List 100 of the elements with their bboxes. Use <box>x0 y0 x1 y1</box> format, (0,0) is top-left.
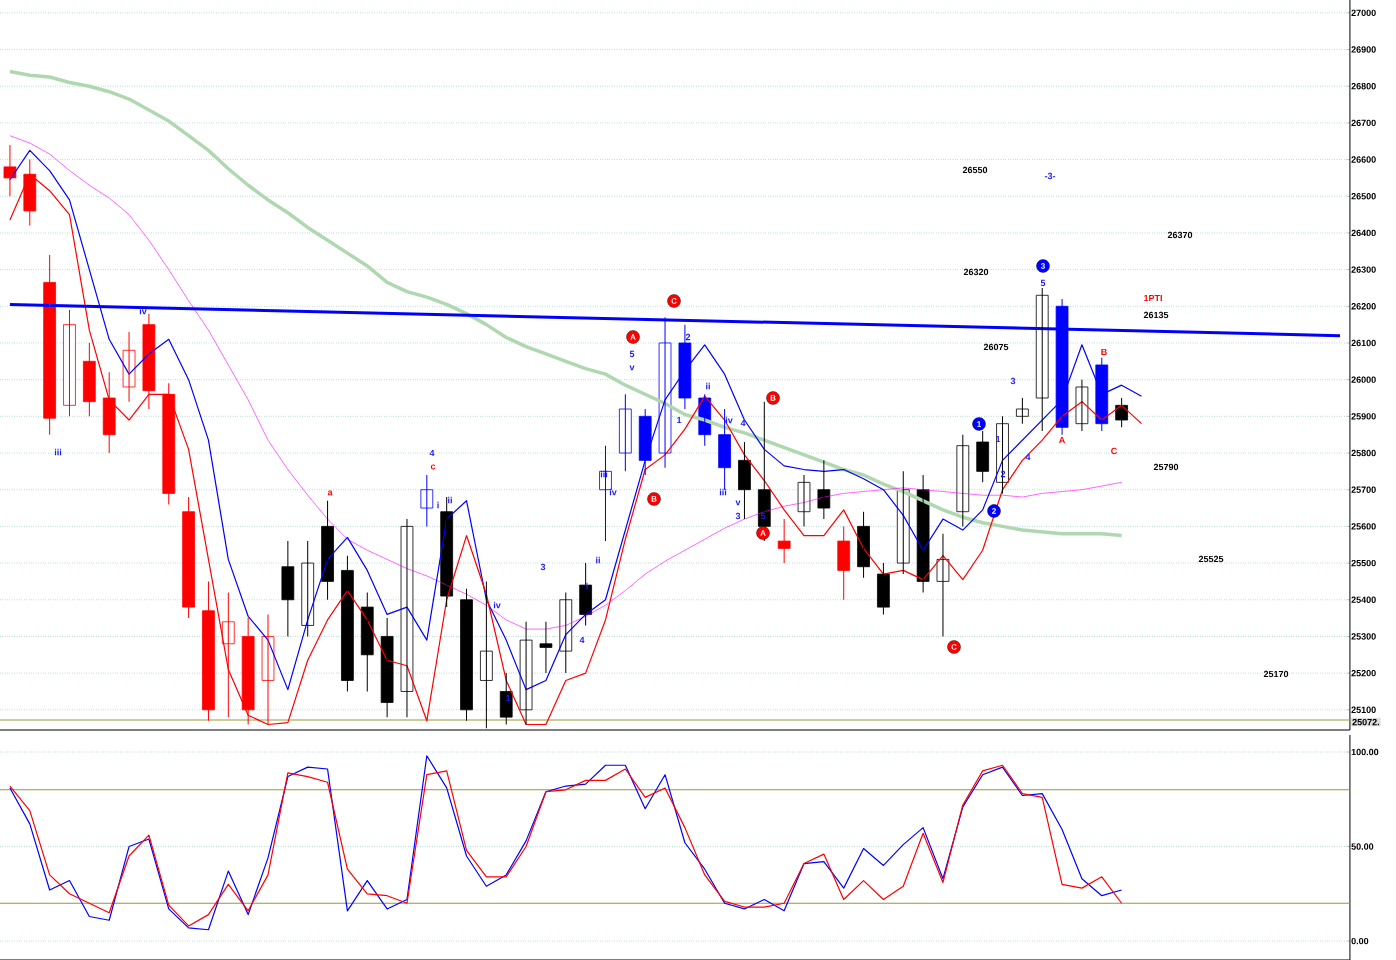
candlestick <box>301 540 315 637</box>
candlestick <box>618 393 632 472</box>
annotation: B <box>1101 348 1107 356</box>
candlestick <box>321 500 334 601</box>
candlestick <box>638 408 652 476</box>
annotation: 25170 <box>1263 670 1289 678</box>
y-tick-label: 26200 <box>1351 303 1376 310</box>
annotation: 5 <box>1040 279 1046 287</box>
annotation: 5 <box>629 350 635 358</box>
candlestick <box>102 371 116 454</box>
y-tick-label: 25800 <box>1351 449 1376 457</box>
y-tick-label: 25200 <box>1351 669 1376 677</box>
candlestick <box>82 342 96 417</box>
candlestick <box>579 562 592 626</box>
annotation: i <box>586 582 588 590</box>
annotation: 26135 <box>1143 311 1169 319</box>
annotation: 26550 <box>962 166 988 174</box>
candlestick <box>360 591 374 692</box>
candlestick <box>63 309 76 417</box>
y-tick-label: 25400 <box>1351 596 1376 603</box>
annotation: A <box>630 334 636 340</box>
y-tick-label: 26600 <box>1351 156 1376 163</box>
annotation: 1PTI <box>1144 294 1162 302</box>
ref-line-label: 25072. <box>1352 718 1380 726</box>
annotation: C <box>1111 447 1118 455</box>
candlestick <box>341 555 354 692</box>
y-tick-label: 25900 <box>1351 413 1376 420</box>
annotation: C <box>951 644 957 650</box>
annotation: C <box>671 298 677 304</box>
y-tick-label: 25700 <box>1351 486 1376 493</box>
candlestick <box>122 331 136 403</box>
annotation: 26075 <box>983 343 1009 351</box>
candlestick <box>1075 379 1089 432</box>
annotation: 3 <box>1010 377 1016 385</box>
y-tick-label: 26800 <box>1351 83 1376 90</box>
annotation: 3 <box>540 563 546 571</box>
candlestick <box>1035 287 1049 432</box>
annotation: 1 <box>977 421 982 427</box>
annotation: ii <box>706 382 710 390</box>
candlestick <box>182 496 195 619</box>
annotation: v <box>735 500 741 506</box>
annotation: 2 <box>1000 470 1006 478</box>
annotation: A <box>1058 436 1066 444</box>
annotation: -3- <box>1044 172 1056 180</box>
candlestick <box>539 621 553 674</box>
annotation: c <box>430 464 436 470</box>
candlestick <box>3 144 17 197</box>
y-tick-label: 26100 <box>1351 339 1376 347</box>
y-tick-label: 25300 <box>1351 633 1376 640</box>
candlestick <box>142 313 156 410</box>
y-tick-label: 25500 <box>1351 559 1376 567</box>
candlestick <box>43 254 56 436</box>
y-tick-label: 50.00 <box>1351 843 1374 850</box>
annotation: iv <box>725 416 733 424</box>
y-tick-label: 26400 <box>1351 229 1376 237</box>
candlestick <box>400 518 414 718</box>
y-tick-label: 26500 <box>1351 193 1376 200</box>
annotation: 4 <box>1025 453 1031 461</box>
annotation: iii <box>54 448 62 456</box>
annotation: iv <box>139 307 147 315</box>
annotation: 1 <box>677 416 682 424</box>
y-tick-label: 0.00 <box>1351 937 1369 945</box>
annotation: 1 <box>506 694 511 702</box>
annotation: 3 <box>735 512 741 520</box>
y-tick-label: 100.00 <box>1351 748 1379 756</box>
candlestick <box>777 518 791 564</box>
candlestick <box>877 562 890 615</box>
annotation: a <box>327 490 333 496</box>
annotation: ii <box>448 496 452 504</box>
annotation: iii <box>719 488 727 496</box>
annotation: 26370 <box>1167 231 1193 239</box>
y-tick-label: 26900 <box>1351 46 1376 53</box>
annotation: 5 <box>760 512 766 520</box>
y-tick-label: 26700 <box>1351 119 1376 127</box>
annotation: i <box>437 501 439 509</box>
annotation: v <box>629 365 635 371</box>
y-tick-label: 25100 <box>1351 706 1376 713</box>
candlestick <box>420 474 434 527</box>
candlestick <box>499 672 513 725</box>
candlestick <box>1016 397 1029 425</box>
annotation: iv <box>493 601 501 609</box>
annotation: iv <box>609 488 617 496</box>
y-tick-label: 27000 <box>1351 9 1376 17</box>
y-tick-label: 25600 <box>1351 523 1376 530</box>
annotation: 26320 <box>963 268 989 276</box>
candlestick <box>519 621 533 725</box>
candlestick <box>837 525 851 601</box>
annotation: 25790 <box>1153 463 1179 471</box>
annotation: 4 <box>740 419 746 427</box>
annotation: 2 <box>992 508 996 514</box>
annotation: A <box>760 530 766 536</box>
candlestick <box>460 588 473 722</box>
annotation: 25525 <box>1198 555 1224 563</box>
annotation: 4 <box>579 636 585 644</box>
y-tick-label: 26000 <box>1351 376 1376 383</box>
annotation: 2 <box>685 333 691 341</box>
annotation: 3 <box>1040 263 1045 269</box>
candlestick <box>162 382 176 505</box>
y-tick-label: 26300 <box>1351 266 1376 273</box>
candlestick <box>797 474 811 527</box>
